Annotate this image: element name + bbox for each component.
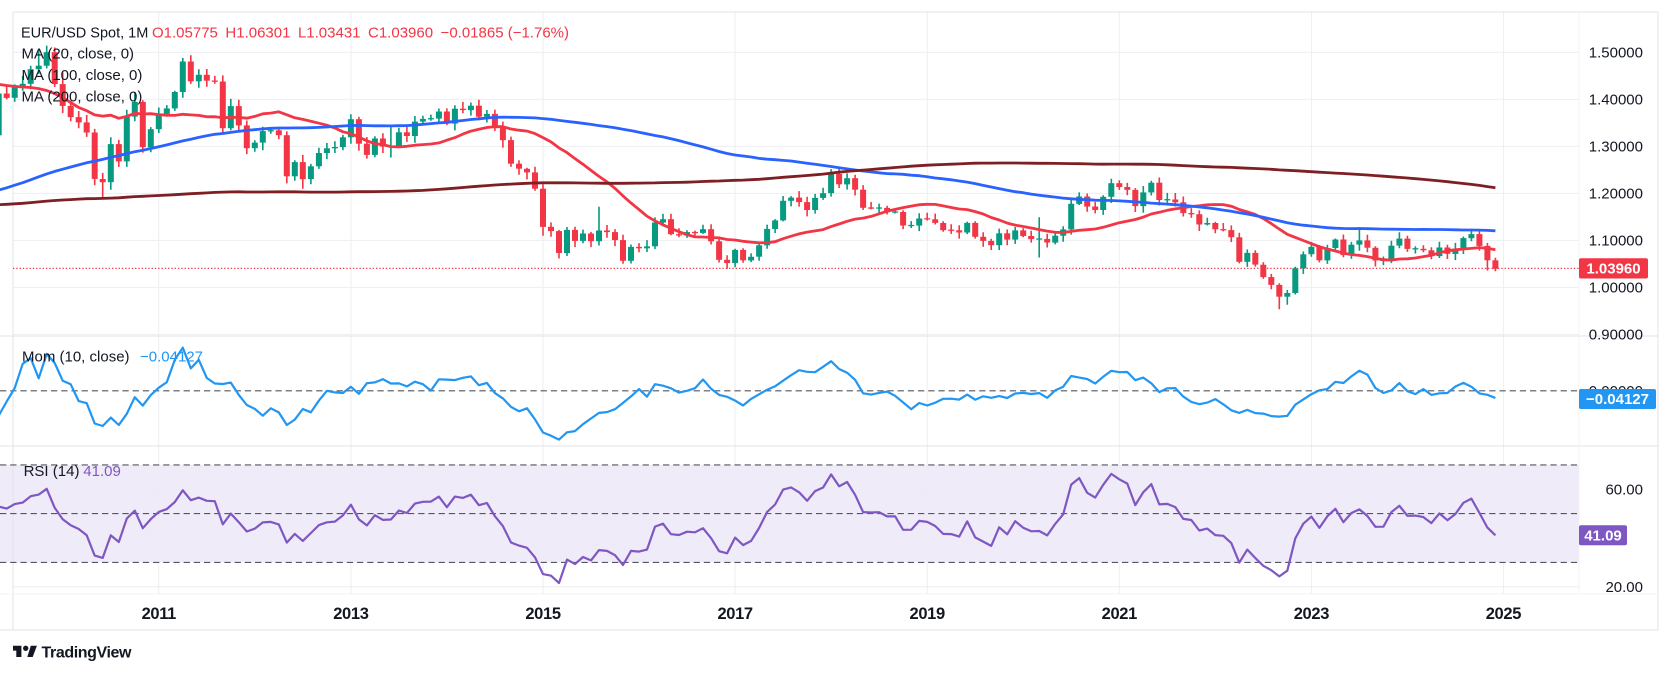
svg-text:1.40000: 1.40000	[1589, 92, 1643, 109]
svg-text:MA (200, close, 0): MA (200, close, 0)	[22, 89, 143, 106]
svg-text:1.00000: 1.00000	[1589, 280, 1643, 297]
svg-text:TradingView: TradingView	[42, 644, 133, 661]
svg-text:20.00: 20.00	[1605, 579, 1643, 596]
svg-text:1.10000: 1.10000	[1589, 233, 1643, 250]
svg-text:Mom (10, close)−0.04127: Mom (10, close) −0.04127	[22, 348, 203, 365]
svg-text:2011: 2011	[142, 605, 177, 623]
svg-text:2013: 2013	[333, 605, 368, 623]
svg-text:−0.04127: −0.04127	[1586, 391, 1649, 408]
svg-text:60.00: 60.00	[1605, 481, 1643, 498]
svg-text:MA (100, close, 0): MA (100, close, 0)	[22, 67, 143, 84]
svg-text:1.20000: 1.20000	[1589, 186, 1643, 203]
svg-text:2015: 2015	[525, 605, 560, 623]
svg-text:41.09: 41.09	[1584, 528, 1622, 545]
svg-text:1.03960: 1.03960	[1586, 261, 1640, 278]
svg-text:1.30000: 1.30000	[1589, 139, 1643, 156]
svg-text:RSI (14)41.09: RSI (14) 41.09	[24, 463, 121, 480]
svg-text:2019: 2019	[910, 605, 945, 623]
svg-text:2017: 2017	[717, 605, 752, 623]
svg-text:0.90000: 0.90000	[1589, 327, 1643, 344]
svg-text:1.50000: 1.50000	[1589, 45, 1643, 62]
svg-text:MA (20, close, 0): MA (20, close, 0)	[22, 46, 135, 63]
svg-text:2021: 2021	[1102, 605, 1137, 623]
svg-text:2025: 2025	[1486, 605, 1521, 623]
svg-text:2023: 2023	[1294, 605, 1329, 623]
